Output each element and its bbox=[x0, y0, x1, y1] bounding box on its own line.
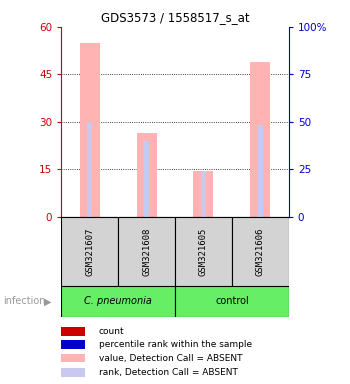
Bar bbox=[61, 340, 85, 349]
Bar bbox=[175, 286, 289, 317]
Bar bbox=[61, 286, 175, 317]
Text: C. pneumonia: C. pneumonia bbox=[84, 296, 152, 306]
Text: infection: infection bbox=[4, 296, 46, 306]
Text: ▶: ▶ bbox=[44, 296, 51, 306]
Text: percentile rank within the sample: percentile rank within the sample bbox=[99, 340, 252, 349]
Bar bbox=[258, 125, 262, 217]
Text: rank, Detection Call = ABSENT: rank, Detection Call = ABSENT bbox=[99, 368, 237, 377]
Bar bbox=[201, 171, 206, 217]
Bar bbox=[61, 354, 85, 362]
Text: count: count bbox=[99, 327, 124, 336]
Text: GSM321605: GSM321605 bbox=[199, 227, 208, 276]
Bar bbox=[136, 133, 156, 217]
Bar bbox=[175, 217, 232, 286]
Text: GSM321607: GSM321607 bbox=[85, 227, 94, 276]
Bar bbox=[80, 43, 100, 217]
Bar bbox=[61, 217, 118, 286]
Bar bbox=[88, 122, 92, 217]
Bar bbox=[118, 217, 175, 286]
Bar bbox=[232, 217, 289, 286]
Bar bbox=[194, 171, 214, 217]
Title: GDS3573 / 1558517_s_at: GDS3573 / 1558517_s_at bbox=[101, 11, 249, 24]
Text: value, Detection Call = ABSENT: value, Detection Call = ABSENT bbox=[99, 354, 242, 362]
Bar bbox=[61, 327, 85, 336]
Text: GSM321608: GSM321608 bbox=[142, 227, 151, 276]
Text: control: control bbox=[215, 296, 249, 306]
Bar bbox=[144, 141, 149, 217]
Text: GSM321606: GSM321606 bbox=[256, 227, 265, 276]
Bar bbox=[61, 368, 85, 377]
Bar bbox=[250, 62, 270, 217]
